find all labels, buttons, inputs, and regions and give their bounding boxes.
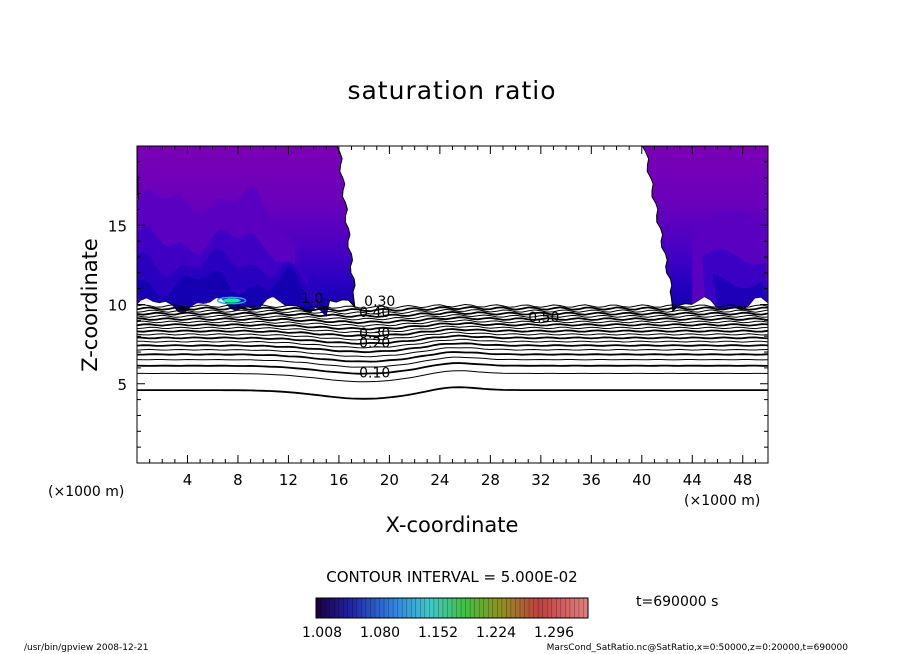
- contour-label: 0.50: [528, 310, 559, 326]
- contour-interval: CONTOUR INTERVAL = 5.000E-02: [326, 568, 578, 586]
- x-axis-ticks: 4 8 12 16 20 24 28 32 36 40 44 48: [149, 146, 756, 489]
- x-tick-label: 12: [279, 471, 298, 489]
- fill-band: [712, 273, 768, 310]
- y-tick-label: 15: [108, 217, 127, 235]
- x-tick-label: 16: [329, 471, 348, 489]
- y-tick-label: 5: [117, 376, 127, 394]
- contour-line: [137, 338, 768, 349]
- x-tick-label: 40: [632, 471, 651, 489]
- x-tick-label: 28: [481, 471, 500, 489]
- x-tick-label: 20: [380, 471, 399, 489]
- x-tick-label: 48: [733, 471, 752, 489]
- x-tick-label: 44: [683, 471, 702, 489]
- contour-label: 0.40: [359, 305, 390, 321]
- contour-label: 0.20: [359, 335, 390, 351]
- contour-label: 0.30: [359, 326, 390, 342]
- contour-line: [137, 331, 768, 341]
- hotspot: [222, 298, 241, 303]
- contour-line: [137, 342, 768, 354]
- time-label: t=690000 s: [636, 594, 719, 610]
- contour-line: [137, 314, 768, 321]
- contour-line: [137, 308, 768, 315]
- contour-label: 0.10: [359, 365, 390, 381]
- plot-contours: [137, 303, 768, 400]
- contour-line: [137, 303, 768, 310]
- contour-line: [137, 370, 768, 383]
- contour-line: [137, 356, 768, 368]
- contour-line: [137, 328, 768, 338]
- contour-line: [137, 325, 768, 334]
- contour-line: [137, 319, 768, 327]
- footer-right: MarsCond_SatRatio.nc@SatRatio,x=0:50000,…: [546, 643, 848, 653]
- x-tick-label: 4: [183, 471, 193, 489]
- contour-line: [137, 386, 768, 400]
- contour-label: 1.0: [301, 291, 323, 307]
- hotspot-ring: [216, 296, 247, 305]
- x-tick-label: 8: [233, 471, 243, 489]
- colorbar: 1.008 1.080 1.152 1.224 1.296: [302, 597, 589, 641]
- contour-line: [137, 347, 768, 358]
- x-unit-label-right: (×1000 m): [684, 493, 761, 509]
- contour-line: [137, 351, 768, 363]
- contour-line: [137, 322, 768, 331]
- colorbar-tick-label: 1.008: [302, 625, 342, 641]
- x-tick-label: 32: [531, 471, 550, 489]
- footer-left: /usr/bin/gpview 2008-12-21: [24, 643, 149, 653]
- contour-line: [137, 334, 768, 345]
- contour-label: 0.30: [364, 294, 395, 310]
- fill-band: [137, 267, 331, 317]
- colorbar-tick-label: 1.152: [418, 625, 458, 641]
- colorbar-tick-label: 1.080: [360, 625, 400, 641]
- contour-line: [137, 305, 768, 313]
- x-tick-label: 36: [582, 471, 601, 489]
- plot-fill: [137, 146, 768, 317]
- chart-title: saturation ratio: [347, 76, 557, 105]
- colorbar-tick-label: 1.224: [476, 625, 516, 641]
- contour-line: [137, 310, 768, 318]
- contour-line: [137, 316, 768, 325]
- contour-line: [137, 362, 768, 375]
- x-axis-label: X-coordinate: [385, 513, 519, 537]
- y-axis-ticks: 5 10 15: [108, 161, 768, 448]
- colorbar-tick-label: 1.296: [534, 625, 574, 641]
- contour-labels: 0.100.200.300.400.300.501.0: [301, 291, 559, 381]
- x-unit-label-left: (×1000 m): [48, 484, 125, 500]
- y-tick-label: 10: [108, 297, 127, 315]
- y-axis-label: Z-coordinate: [78, 238, 102, 372]
- x-tick-label: 24: [430, 471, 449, 489]
